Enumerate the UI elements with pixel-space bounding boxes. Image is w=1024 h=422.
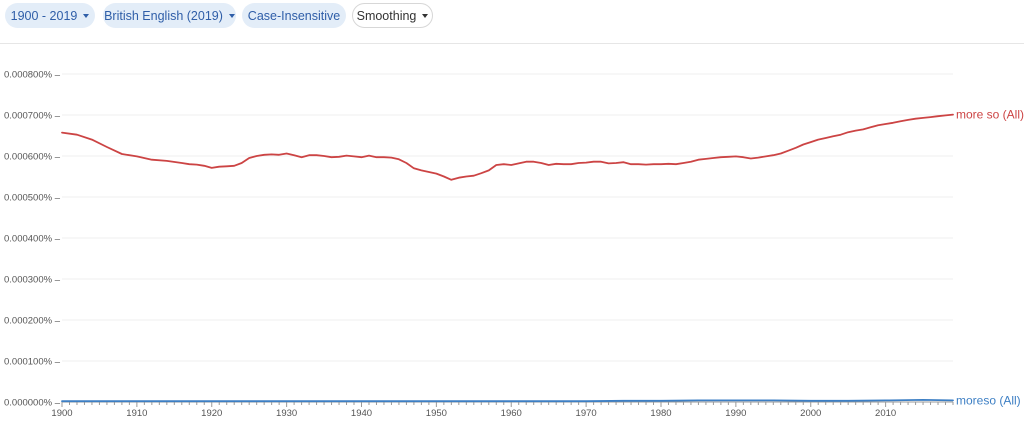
y-tick-label: 0.000100% – [4, 357, 61, 368]
x-tick-label: 1970 [576, 408, 597, 419]
year-range-label: 1900 - 2019 [10, 8, 78, 23]
series-line-0[interactable] [61, 113, 954, 181]
year-range-dropdown[interactable]: 1900 - 2019 [5, 3, 95, 28]
y-tick-label: 0.000200% – [4, 316, 61, 327]
x-tick-label: 1940 [351, 408, 372, 419]
toolbar: 1900 - 2019 British English (2019) Case-… [0, 0, 1024, 44]
x-tick-label: 1910 [126, 408, 147, 419]
x-axis: 1900 1910 1920 1930 1940 1950 1960 1970 1980 1990… [51, 401, 954, 419]
y-tick-label: 0.000000% – [4, 398, 61, 409]
smoothing-label: Smoothing [356, 8, 417, 23]
y-tick-label: 0.000800% – [4, 70, 61, 81]
series-labels: more so (All) moreso (All) [956, 108, 1024, 408]
y-tick-label: 0.000400% – [4, 234, 61, 245]
x-tick-label: 2010 [875, 408, 896, 419]
x-tick-label: 1990 [725, 408, 746, 419]
y-tick-label: 0.000700% – [4, 111, 61, 122]
x-tick-label: 1960 [501, 408, 522, 419]
smoothing-dropdown[interactable]: Smoothing [352, 3, 433, 28]
x-tick-label: 1950 [426, 408, 447, 419]
caret-down-icon [422, 13, 429, 18]
y-tick-label: 0.000300% – [4, 275, 61, 286]
case-label: Case-Insensitive [247, 8, 341, 23]
x-tick-label: 2000 [800, 408, 821, 419]
caret-down-icon [228, 13, 235, 18]
y-tick-label: 0.000600% – [4, 152, 61, 163]
x-tick-label: 1900 [51, 408, 72, 419]
series-line-1[interactable] [61, 398, 954, 403]
y-tick-label: 0.000500% – [4, 193, 61, 204]
case-sensitivity-toggle[interactable]: Case-Insensitive [242, 3, 346, 28]
caret-down-icon [83, 13, 90, 18]
gridlines [62, 73, 953, 403]
corpus-label: British English (2019) [104, 8, 223, 23]
x-tick-label: 1920 [201, 408, 222, 419]
series-lines [61, 113, 954, 403]
x-tick-label: 1930 [276, 408, 297, 419]
y-axis-ticks: 0.000000% – 0.000100% – 0.000200% – 0.00030… [4, 70, 61, 409]
series-label[interactable]: moreso (All) [956, 393, 1021, 407]
corpus-dropdown[interactable]: British English (2019) [103, 3, 236, 28]
series-label[interactable]: more so (All) [956, 108, 1024, 122]
x-tick-label: 1980 [650, 408, 671, 419]
